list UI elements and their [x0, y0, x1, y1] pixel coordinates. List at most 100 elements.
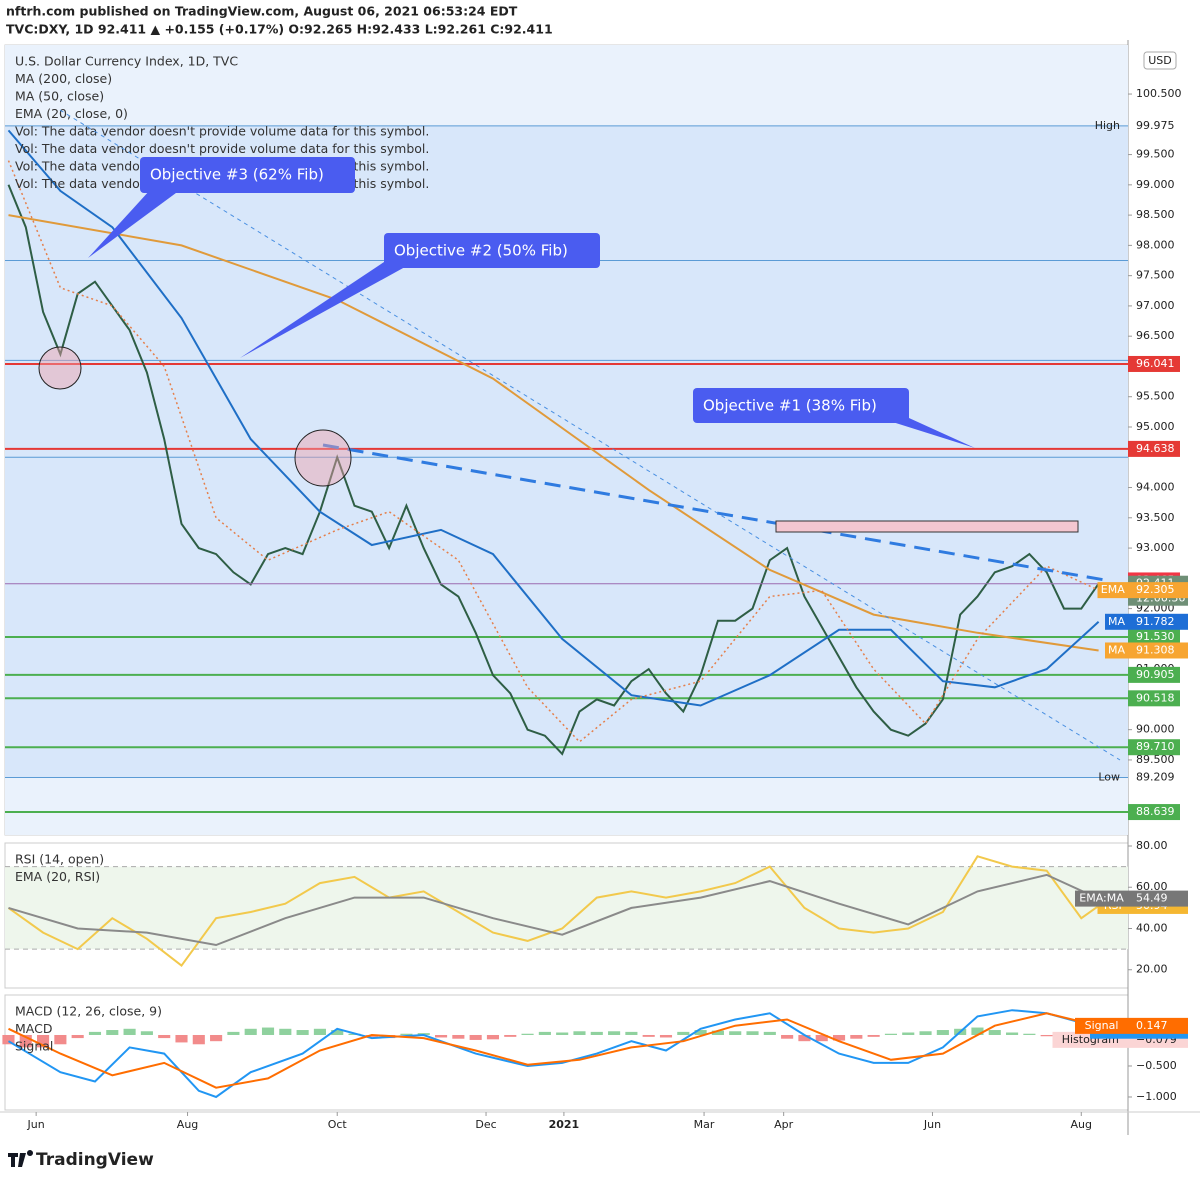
value-box — [1128, 642, 1188, 659]
legend-entry: MA (50, close) — [15, 89, 104, 104]
histogram-bar — [106, 1030, 119, 1035]
series-line — [7, 184, 1100, 756]
y-tick-label: 98.500 — [1136, 208, 1175, 221]
y-tick-label: 90.000 — [1136, 723, 1175, 736]
series-line — [7, 160, 1099, 743]
series-line — [8, 873, 1100, 947]
tag-box — [1097, 582, 1128, 599]
annotations: Objective #3 (62% Fib) Objective #2 (50%… — [8, 51, 1177, 1170]
histogram-bar — [711, 1030, 724, 1035]
histogram-bar — [244, 1028, 257, 1035]
value-box — [1128, 890, 1188, 907]
histogram-bar — [140, 1031, 153, 1035]
histogram-bar — [781, 1034, 794, 1039]
trend-line — [322, 443, 1106, 582]
histogram-bar — [608, 1031, 621, 1035]
tag-box — [1105, 642, 1128, 659]
y-tick-label: 100.500 — [1136, 87, 1182, 100]
value-box — [1128, 613, 1188, 630]
y-tick-label: 95.000 — [1136, 420, 1175, 433]
level-box — [1128, 666, 1180, 683]
histogram-bar — [988, 1030, 1001, 1035]
histogram-bar — [694, 1030, 707, 1035]
callout-text: Objective #3 (62% Fib) — [150, 166, 324, 184]
histogram-bar — [504, 1034, 517, 1037]
currency-badge[interactable] — [1143, 51, 1177, 70]
level-label: 91.530 — [1136, 630, 1175, 643]
legend-entry: Signal — [15, 1039, 53, 1054]
histogram-bar — [279, 1028, 292, 1035]
histogram-bar — [919, 1031, 932, 1035]
x-tick-label: Dec — [475, 1118, 496, 1131]
level-box — [1128, 804, 1180, 821]
y-tick-label: −1.000 — [1136, 1090, 1177, 1103]
histogram-bar — [2, 1034, 15, 1045]
y-tick-label: 89.500 — [1136, 753, 1175, 766]
circle — [294, 429, 352, 487]
level-label: 96.041 — [1136, 357, 1175, 370]
histogram-bar — [556, 1032, 569, 1035]
histogram-bar — [815, 1034, 828, 1042]
callout — [140, 157, 355, 193]
level-label: 90.905 — [1136, 668, 1175, 681]
level-label: 90.518 — [1136, 691, 1175, 704]
tag-label: MA — [1108, 615, 1125, 628]
level-label: 88.639 — [1136, 805, 1175, 818]
y-tick-label: 80.00 — [1136, 839, 1168, 852]
level-box — [1128, 440, 1180, 457]
x-tick-label: Oct — [328, 1118, 348, 1131]
histogram-bar — [798, 1034, 811, 1042]
header-line: nftrh.com published on TradingView.com, … — [6, 4, 518, 19]
x-tick-label: Jun — [923, 1118, 941, 1131]
level-box — [1128, 355, 1180, 372]
histogram-bar — [158, 1034, 171, 1039]
value-label: 91.308 — [1136, 643, 1175, 656]
histogram-bar — [590, 1031, 603, 1035]
value-box — [1128, 582, 1188, 599]
histogram-bar — [677, 1031, 690, 1035]
series-line — [7, 1009, 1100, 1099]
currency: USD — [1148, 54, 1172, 67]
histogram-bar — [746, 1031, 759, 1035]
series-line — [7, 129, 1100, 707]
histogram-bar — [210, 1034, 223, 1042]
histogram-bar — [313, 1028, 326, 1035]
y-tick-label: 20.00 — [1136, 963, 1168, 976]
x-tick-label: Aug — [1071, 1118, 1092, 1131]
histogram-bar — [867, 1034, 880, 1037]
pane-frame — [4, 994, 1129, 1111]
level-label: 94.638 — [1136, 442, 1175, 455]
series-line — [7, 855, 1100, 968]
histogram-bar — [175, 1034, 188, 1043]
legend-entry: U.S. Dollar Currency Index, 1D, TVC — [15, 54, 238, 69]
value-label: 92.305 — [1136, 583, 1175, 596]
legend-entry: EMA (20, close, 0) — [15, 106, 128, 121]
tag-label: MA — [1108, 643, 1125, 656]
legend-entry: MA (200, close) — [15, 71, 112, 86]
level-box — [1128, 739, 1180, 756]
histogram-bar — [1006, 1032, 1019, 1035]
level-box — [1128, 629, 1180, 646]
histogram-bar — [538, 1031, 551, 1035]
histogram-bar — [54, 1034, 67, 1045]
series-line — [8, 214, 1099, 652]
x-tick-label: Aug — [177, 1118, 198, 1131]
histogram-bar — [850, 1034, 863, 1039]
histogram-bar — [1023, 1033, 1036, 1035]
histogram-bar — [642, 1034, 655, 1037]
tag-box — [1075, 890, 1128, 907]
y-tick-label: 96.500 — [1136, 329, 1175, 342]
callout — [384, 233, 600, 268]
y-tick-label: 97.500 — [1136, 269, 1175, 282]
pane-title: MACD (12, 26, close, 9) — [15, 1004, 162, 1019]
histogram-bar — [331, 1030, 344, 1035]
histogram-bar — [521, 1033, 534, 1035]
callout-text: Objective #1 (38% Fib) — [703, 397, 877, 415]
histogram-bar — [625, 1031, 638, 1035]
range-fill — [5, 125, 1128, 778]
y-tick-label: 97.000 — [1136, 299, 1175, 312]
histogram-bar — [763, 1031, 776, 1035]
value-label: 0.147 — [1136, 1019, 1168, 1032]
series-line — [8, 1012, 1099, 1089]
